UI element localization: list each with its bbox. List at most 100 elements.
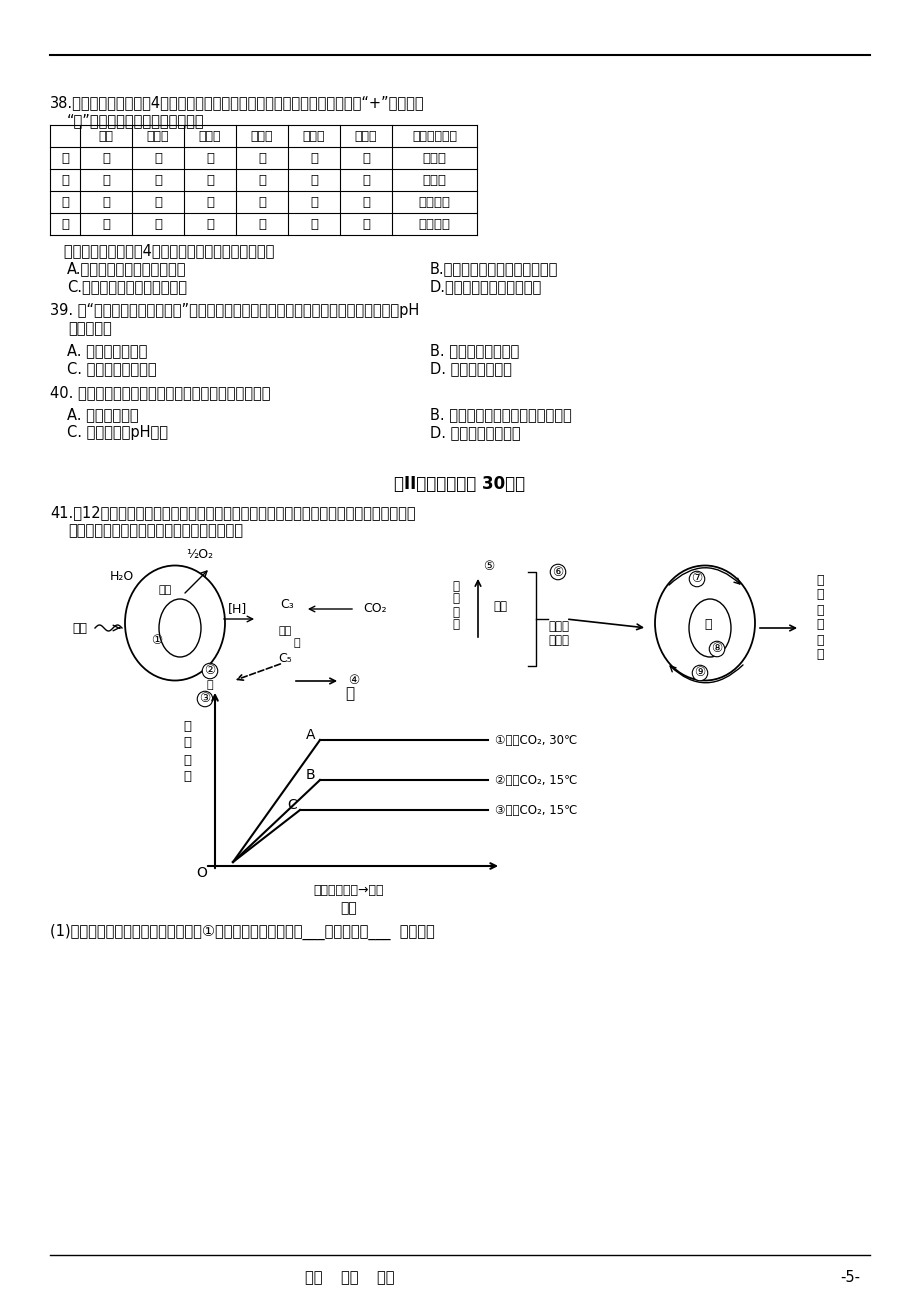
Text: 解: 解 <box>452 618 459 631</box>
Text: ⑥: ⑥ <box>551 565 563 578</box>
Text: C₅: C₅ <box>278 652 291 665</box>
Text: ＋: ＋ <box>361 173 369 186</box>
Text: 速: 速 <box>183 754 191 767</box>
Text: ＋: ＋ <box>257 217 266 230</box>
Text: 分: 分 <box>452 605 459 618</box>
Text: 40. 酶是活细胞产生的。下列关于酶的论述，错误的是: 40. 酶是活细胞产生的。下列关于酶的论述，错误的是 <box>50 385 270 400</box>
Text: 核糖体: 核糖体 <box>355 129 377 142</box>
Text: 率: 率 <box>183 771 191 784</box>
Text: 生: 生 <box>815 604 823 617</box>
Text: A. 有些酶是核酸: A. 有些酶是核酸 <box>67 408 139 422</box>
Text: B. 酶的数量因参与化学反应而减少: B. 酶的数量因参与化学反应而减少 <box>429 408 571 422</box>
Text: 39. 在“探究影响酶活性的条件”的实验中，探究不同的温度对酶活性的影响时，温度和pH: 39. 在“探究影响酶活性的条件”的实验中，探究不同的温度对酶活性的影响时，温度… <box>50 303 419 318</box>
Text: [H]: [H] <box>228 603 247 616</box>
Text: 乙: 乙 <box>61 173 69 186</box>
Text: 可转移: 可转移 <box>548 621 568 634</box>
Text: 叶绻素: 叶绻素 <box>147 129 169 142</box>
Text: “－”表示无），根据下表回答问题: “－”表示无），根据下表回答问题 <box>67 113 204 128</box>
Text: －: － <box>310 195 318 208</box>
Text: ＋: ＋ <box>257 195 266 208</box>
Text: 甲: 甲 <box>61 151 69 164</box>
Text: B.础化细菌、蛔虫、水稻、衣藻: B.础化细菌、蛔虫、水稻、衣藻 <box>429 260 558 276</box>
Text: ②: ② <box>204 664 215 677</box>
Text: 外层破坏: 外层破坏 <box>418 195 450 208</box>
Text: 酶: 酶 <box>703 618 711 631</box>
Text: 丙: 丙 <box>61 195 69 208</box>
Text: ＋: ＋ <box>361 151 369 164</box>
Text: ①充足CO₂, 30℃: ①充足CO₂, 30℃ <box>494 733 576 746</box>
Text: －: － <box>310 151 318 164</box>
Text: 41.（12分）下图甲为植物体内与能量代谢有关的生理过程图解，图乙表示在不同条件下，: 41.（12分）下图甲为植物体内与能量代谢有关的生理过程图解，图乙表示在不同条件… <box>50 505 415 519</box>
Text: 光能: 光能 <box>73 621 87 634</box>
Text: 无变化: 无变化 <box>422 151 446 164</box>
Text: －: － <box>102 151 110 164</box>
Text: -5-: -5- <box>839 1269 859 1285</box>
Text: ＋: ＋ <box>102 195 110 208</box>
Text: 用心    爱心    专心: 用心 爱心 专心 <box>305 1269 394 1285</box>
Text: 各: 各 <box>815 573 823 586</box>
Text: －: － <box>206 151 214 164</box>
Text: 问：甲、乙、丙、䅉4种细胞最可能取自下列哪种生物: 问：甲、乙、丙、䅉4种细胞最可能取自下列哪种生物 <box>50 243 274 258</box>
Text: 线粒体: 线粒体 <box>251 129 273 142</box>
Text: 释放: 释放 <box>493 599 506 612</box>
Text: ＋: ＋ <box>361 195 369 208</box>
Text: 命: 命 <box>815 618 823 631</box>
Text: 甲: 甲 <box>345 686 354 700</box>
Text: －: － <box>257 151 266 164</box>
Text: －: － <box>153 195 162 208</box>
Text: 核模: 核模 <box>98 129 113 142</box>
Text: 氧: 氧 <box>452 579 459 592</box>
Text: A: A <box>305 728 314 742</box>
Text: ⑨: ⑨ <box>694 667 705 680</box>
Text: 外层破坏: 外层破坏 <box>418 217 450 230</box>
Text: 无变化: 无变化 <box>422 173 446 186</box>
Text: ②充足CO₂, 15℃: ②充足CO₂, 15℃ <box>494 773 577 786</box>
Text: 叶维体: 叶维体 <box>199 129 221 142</box>
Text: 绳色植物光合速率的变化曲线，请据图作答：: 绳色植物光合速率的变化曲线，请据图作答： <box>68 523 243 538</box>
Text: ＋: ＋ <box>310 173 318 186</box>
Text: ＋: ＋ <box>206 217 214 230</box>
Text: 合: 合 <box>183 737 191 750</box>
Text: ⑦: ⑦ <box>690 573 702 586</box>
Text: ③不足CO₂, 15℃: ③不足CO₂, 15℃ <box>494 803 577 816</box>
Text: 値分别属于: 値分别属于 <box>68 322 111 336</box>
Text: D.蓝藻、蛔虫、水稻、衣藻: D.蓝藻、蛔虫、水稻、衣藻 <box>429 279 541 294</box>
Text: B: B <box>305 768 314 783</box>
Text: C₃: C₃ <box>279 599 293 612</box>
Text: 光: 光 <box>183 720 191 733</box>
Text: ＋: ＋ <box>153 151 162 164</box>
Text: 光照强度（弱→强）: 光照强度（弱→强） <box>313 884 384 897</box>
Text: 能的量: 能的量 <box>548 634 568 647</box>
Text: ½O₂: ½O₂ <box>187 548 213 561</box>
Text: ＋: ＋ <box>310 217 318 230</box>
Text: B. 因变量和无关变量: B. 因变量和无关变量 <box>429 342 518 358</box>
Text: ①: ① <box>152 634 163 647</box>
Text: －: － <box>206 173 214 186</box>
Text: A.乳酸菌、蛔虫、水稻、衣藻: A.乳酸菌、蛔虫、水稻、衣藻 <box>67 260 187 276</box>
Text: －: － <box>153 173 162 186</box>
Text: 中心体: 中心体 <box>302 129 325 142</box>
Text: D. 自变量和自变量: D. 自变量和自变量 <box>429 361 511 376</box>
Text: 纤维素酶处理: 纤维素酶处理 <box>412 129 457 142</box>
Text: ＋: ＋ <box>102 217 110 230</box>
Text: C. 自变量和无关变量: C. 自变量和无关变量 <box>67 361 156 376</box>
Text: 动: 动 <box>815 648 823 661</box>
Text: 图乙: 图乙 <box>340 901 357 915</box>
Text: 丁: 丁 <box>61 217 69 230</box>
Text: A. 自变量和因变量: A. 自变量和因变量 <box>67 342 147 358</box>
Text: ＋: ＋ <box>102 173 110 186</box>
Text: D. 酶的催化效率很高: D. 酶的催化效率很高 <box>429 424 520 440</box>
Text: CO₂: CO₂ <box>363 603 386 616</box>
Text: －: － <box>257 173 266 186</box>
Text: C.乳酸菌、蓝藻、蛔虫、水稻: C.乳酸菌、蓝藻、蛔虫、水稻 <box>67 279 187 294</box>
Text: 项: 项 <box>815 589 823 602</box>
Text: 酶: 酶 <box>293 638 300 648</box>
Text: ③: ③ <box>199 693 210 706</box>
Text: ⑧: ⑧ <box>710 642 721 655</box>
Text: 酶: 酶 <box>207 680 213 690</box>
Text: O: O <box>196 866 207 880</box>
Text: C: C <box>287 798 297 812</box>
Text: －: － <box>206 195 214 208</box>
Text: ＋: ＋ <box>153 217 162 230</box>
Text: 光解: 光解 <box>158 585 172 595</box>
